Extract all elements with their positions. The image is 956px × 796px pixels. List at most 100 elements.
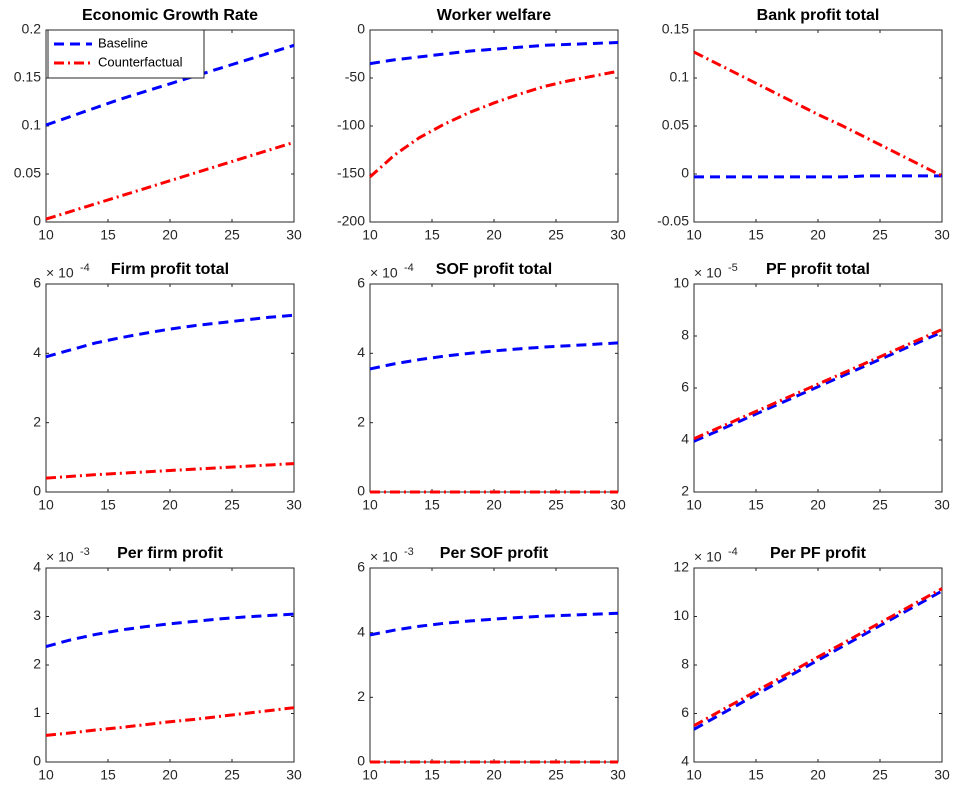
y-tick-label: 6 <box>681 704 689 720</box>
x-tick-label: 30 <box>934 497 950 513</box>
y-tick-label: 0.05 <box>14 165 41 181</box>
y-multiplier-base: × 10 <box>46 265 74 281</box>
x-tick-label: 10 <box>362 227 378 243</box>
y-tick-label: 0 <box>33 753 41 769</box>
y-tick-label: 2 <box>357 688 365 704</box>
y-multiplier-exponent: -3 <box>80 546 90 558</box>
y-tick-label: 4 <box>33 559 41 575</box>
x-tick-label: 10 <box>686 497 702 513</box>
x-tick-label: 30 <box>610 497 626 513</box>
x-tick-label: 30 <box>934 227 950 243</box>
series-line <box>693 587 943 727</box>
x-tick-label: 10 <box>38 767 54 783</box>
y-multiplier-exponent: -4 <box>728 546 738 558</box>
x-tick-label: 10 <box>38 497 54 513</box>
y-tick-label: 3 <box>33 607 41 623</box>
x-tick-label: 20 <box>486 227 502 243</box>
x-tick-label: 25 <box>548 767 564 783</box>
x-tick-label: 10 <box>686 767 702 783</box>
y-multiplier-base: × 10 <box>370 549 398 565</box>
axes-frame <box>693 29 943 223</box>
y-tick-label: 0 <box>357 21 365 37</box>
x-tick-label: 15 <box>748 227 764 243</box>
x-tick-label: 25 <box>872 767 888 783</box>
chart-title: Firm profit total <box>111 261 229 278</box>
x-tick-label: 30 <box>286 497 302 513</box>
y-tick-label: 6 <box>357 559 365 575</box>
chart-title: Worker welfare <box>437 7 552 24</box>
series-line <box>45 140 295 221</box>
y-multiplier-exponent: -4 <box>404 262 414 274</box>
y-multiplier-base: × 10 <box>370 265 398 281</box>
y-tick-label: 0 <box>357 483 365 499</box>
series-line <box>693 328 943 441</box>
axes-frame <box>693 567 943 763</box>
series-line <box>369 341 619 371</box>
chart-title: Per firm profit <box>117 545 223 562</box>
y-tick-label: 4 <box>357 344 365 360</box>
y-tick-label: 6 <box>357 275 365 291</box>
series-line <box>694 174 942 179</box>
x-tick-label: 20 <box>162 497 178 513</box>
x-tick-label: 25 <box>548 227 564 243</box>
axes-frame <box>45 283 295 493</box>
axes-frame <box>369 283 619 493</box>
y-multiplier-base: × 10 <box>694 265 722 281</box>
y-tick-label: -200 <box>337 213 365 229</box>
y-multiplier-exponent: -5 <box>728 262 738 274</box>
x-tick-label: 15 <box>424 767 440 783</box>
x-tick-label: 25 <box>224 227 240 243</box>
y-tick-label: -150 <box>337 165 365 181</box>
legend-label: Counterfactual <box>98 54 183 69</box>
y-tick-label: 4 <box>681 753 689 769</box>
y-multiplier-exponent: -3 <box>404 546 414 558</box>
x-tick-label: 30 <box>934 767 950 783</box>
axes-frame <box>45 567 295 763</box>
series-line <box>45 462 295 480</box>
axes-frame <box>369 567 619 763</box>
y-tick-label: 6 <box>681 379 689 395</box>
series-line <box>693 330 943 443</box>
y-tick-label: 4 <box>681 431 689 447</box>
y-tick-label: 0 <box>33 483 41 499</box>
series-line <box>45 612 295 649</box>
y-tick-label: 0.05 <box>662 117 689 133</box>
y-tick-label: 6 <box>33 275 41 291</box>
series-line <box>693 50 943 178</box>
x-tick-label: 30 <box>286 227 302 243</box>
y-tick-label: 1 <box>33 704 41 720</box>
x-tick-label: 20 <box>810 767 826 783</box>
x-tick-label: 15 <box>424 227 440 243</box>
x-tick-label: 20 <box>162 767 178 783</box>
x-tick-label: 20 <box>810 497 826 513</box>
x-tick-label: 15 <box>100 767 116 783</box>
y-tick-label: -100 <box>337 117 365 133</box>
y-tick-label: 4 <box>357 623 365 639</box>
x-tick-label: 25 <box>872 227 888 243</box>
series-line <box>369 40 619 66</box>
legend-box <box>47 29 205 79</box>
legend-label: Baseline <box>98 35 148 50</box>
y-tick-label: 0.1 <box>670 69 690 85</box>
y-tick-label: 4 <box>33 344 41 360</box>
y-tick-label: 2 <box>33 413 41 429</box>
axes-frame <box>369 29 619 223</box>
y-tick-label: 0 <box>33 213 41 229</box>
y-tick-label: 10 <box>673 275 689 291</box>
y-tick-label: 8 <box>681 327 689 343</box>
y-multiplier-exponent: -4 <box>80 262 90 274</box>
x-tick-label: 15 <box>748 497 764 513</box>
y-multiplier-base: × 10 <box>694 549 722 565</box>
chart-title: SOF profit total <box>436 261 552 278</box>
x-tick-label: 30 <box>610 767 626 783</box>
chart-title: Bank profit total <box>757 7 880 24</box>
x-tick-label: 25 <box>872 497 888 513</box>
chart-title: Economic Growth Rate <box>82 7 258 24</box>
x-tick-label: 30 <box>286 767 302 783</box>
y-tick-label: 0.2 <box>22 21 42 37</box>
y-tick-label: 2 <box>681 483 689 499</box>
x-tick-label: 15 <box>424 497 440 513</box>
y-tick-label: 2 <box>357 413 365 429</box>
y-tick-label: 0.15 <box>662 21 689 37</box>
series-line <box>45 706 295 737</box>
